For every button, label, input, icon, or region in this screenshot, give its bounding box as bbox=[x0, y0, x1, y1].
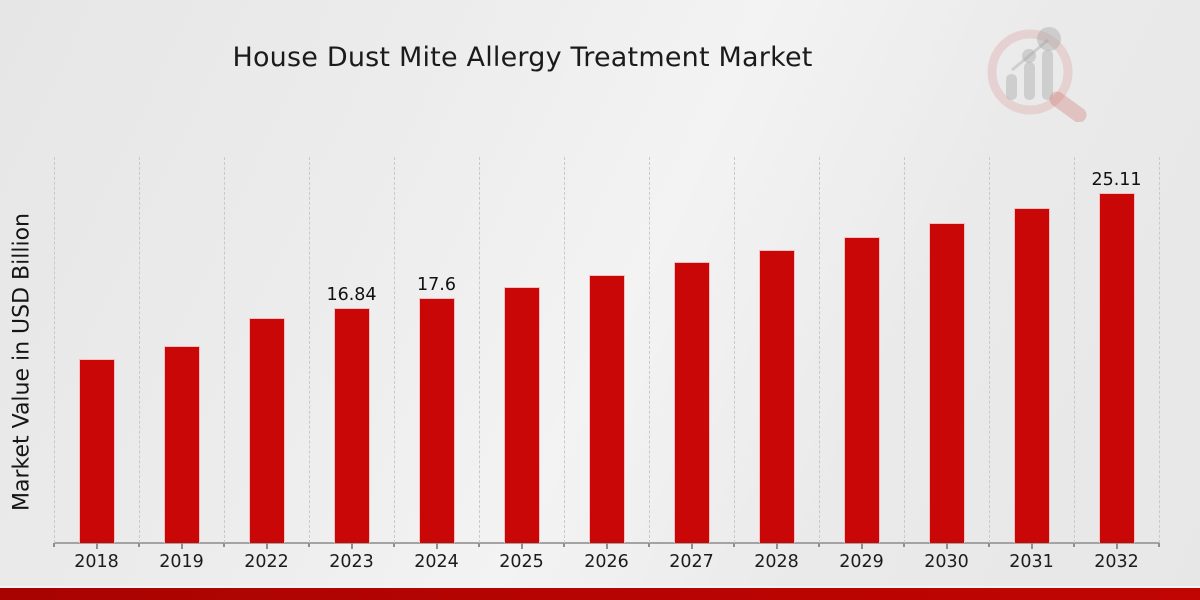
axis-tick-major bbox=[605, 543, 608, 549]
bar-value-label-2032: 25.11 bbox=[1091, 170, 1142, 191]
market-research-logo-icon bbox=[987, 27, 1087, 122]
bar-2024: 17.6 bbox=[417, 275, 456, 543]
bar-2028 bbox=[758, 250, 795, 543]
axis-tick-minor bbox=[478, 543, 480, 547]
axis-tick-major bbox=[520, 543, 523, 549]
gridline bbox=[54, 157, 55, 543]
axis-tick-major bbox=[180, 543, 183, 549]
bar-value-label-2023: 16.84 bbox=[326, 285, 377, 306]
gridline bbox=[1159, 157, 1160, 543]
axis-tick-major bbox=[945, 543, 948, 549]
gridline bbox=[139, 157, 140, 543]
bar-slot bbox=[904, 157, 989, 543]
bar-slot bbox=[139, 157, 224, 543]
axis-tick-major bbox=[1115, 543, 1118, 549]
gridline bbox=[819, 157, 820, 543]
axis-tick-major bbox=[690, 543, 693, 549]
gridline bbox=[989, 157, 990, 543]
axis-tick-minor bbox=[818, 543, 820, 547]
axis-tick-minor bbox=[648, 543, 650, 547]
bottom-accent-strip bbox=[0, 588, 1200, 600]
axis-tick-minor bbox=[903, 543, 905, 547]
axis-tick-minor bbox=[1158, 543, 1160, 547]
axis-tick-major bbox=[1030, 543, 1033, 549]
x-tick-label-2028: 2028 bbox=[754, 552, 799, 572]
bar-2031 bbox=[1013, 208, 1050, 543]
bar-2026 bbox=[588, 275, 625, 543]
bar-slot bbox=[819, 157, 904, 543]
y-axis-label: Market Value in USD Billion bbox=[9, 212, 35, 512]
gridline bbox=[1074, 157, 1075, 543]
bar-slot bbox=[564, 157, 649, 543]
axis-tick-minor bbox=[53, 543, 55, 547]
gridline bbox=[479, 157, 480, 543]
bar-2030 bbox=[928, 223, 965, 543]
bar-slot bbox=[479, 157, 564, 543]
bar-2023: 16.84 bbox=[326, 285, 377, 543]
axis-tick-major bbox=[435, 543, 438, 549]
x-tick-label-2025: 2025 bbox=[499, 552, 544, 572]
axis-tick-major bbox=[860, 543, 863, 549]
bar-slot bbox=[989, 157, 1074, 543]
x-tick-label-2029: 2029 bbox=[839, 552, 884, 572]
axis-tick-minor bbox=[308, 543, 310, 547]
bar-2019 bbox=[163, 346, 200, 543]
gridline bbox=[734, 157, 735, 543]
bar-slot bbox=[649, 157, 734, 543]
x-tick-label-2030: 2030 bbox=[924, 552, 969, 572]
x-tick-label-2027: 2027 bbox=[669, 552, 714, 572]
plot-area: 2018 2019 2022 16.84 2023 17.6 2024 2025 2026 202… bbox=[53, 157, 1160, 572]
x-tick-label-2032: 2032 bbox=[1094, 552, 1139, 572]
axis-tick-major bbox=[265, 543, 268, 549]
x-tick-label-2023: 2023 bbox=[329, 552, 374, 572]
axis-tick-minor bbox=[138, 543, 140, 547]
axis-tick-minor bbox=[223, 543, 225, 547]
gridline bbox=[649, 157, 650, 543]
x-tick-label-2019: 2019 bbox=[159, 552, 204, 572]
bottom-strip-gap bbox=[0, 586, 1200, 588]
bar-2032: 25.11 bbox=[1091, 170, 1142, 543]
gridline bbox=[224, 157, 225, 543]
axis-tick-minor bbox=[988, 543, 990, 547]
axis-tick-minor bbox=[563, 543, 565, 547]
bar-slot bbox=[224, 157, 309, 543]
x-tick-label-2031: 2031 bbox=[1009, 552, 1054, 572]
bar-value-label-2024: 17.6 bbox=[417, 274, 456, 295]
gridline bbox=[564, 157, 565, 543]
x-tick-label-2024: 2024 bbox=[414, 552, 459, 572]
gridline bbox=[309, 157, 310, 543]
axis-tick-minor bbox=[393, 543, 395, 547]
gridline bbox=[904, 157, 905, 543]
bar-2025 bbox=[503, 287, 540, 543]
x-tick-label-2026: 2026 bbox=[584, 552, 629, 572]
gridline bbox=[394, 157, 395, 543]
bar-2027 bbox=[673, 262, 710, 543]
axis-tick-major bbox=[95, 543, 98, 549]
bar-2018 bbox=[78, 359, 115, 543]
x-tick-label-2018: 2018 bbox=[74, 552, 119, 572]
axis-tick-major bbox=[775, 543, 778, 549]
bar-slot: 16.84 bbox=[309, 157, 394, 543]
bar-slot: 17.6 bbox=[394, 157, 479, 543]
bar-2029 bbox=[843, 237, 880, 543]
bar-slot bbox=[54, 157, 139, 543]
bar-slot bbox=[734, 157, 819, 543]
bar-slot: 25.11 bbox=[1074, 157, 1159, 543]
bar-2022 bbox=[248, 318, 285, 543]
x-tick-label-2022: 2022 bbox=[244, 552, 289, 572]
axis-tick-major bbox=[350, 543, 353, 549]
axis-tick-minor bbox=[733, 543, 735, 547]
chart-title: House Dust Mite Allergy Treatment Market bbox=[232, 42, 813, 73]
axis-tick-minor bbox=[1073, 543, 1075, 547]
